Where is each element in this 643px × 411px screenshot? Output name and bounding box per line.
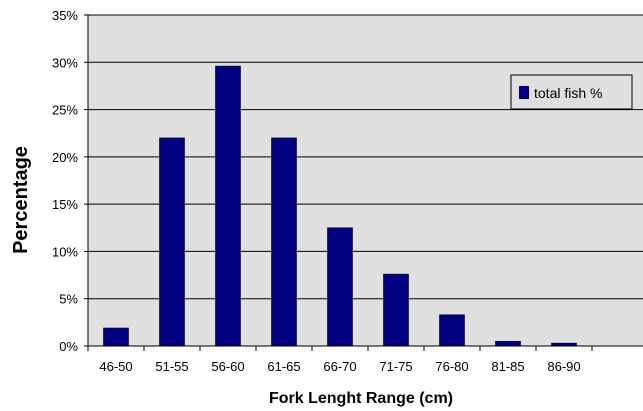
bar-46-50 [103, 327, 129, 347]
x-tick-label: 81-85 [491, 359, 524, 374]
bar-76-80 [439, 314, 465, 347]
y-tick-label: 25% [52, 103, 78, 118]
y-tick-label: 5% [59, 292, 78, 307]
y-tick-label: 30% [52, 55, 78, 70]
x-ticks: 46-50 51-55 56-60 61-65 66-70 71-75 76-80 81-85… [87, 346, 593, 374]
x-tick-label: 76-80 [435, 359, 468, 374]
x-axis-title: Fork Lenght Range (cm) [269, 390, 453, 407]
x-tick-label: 61-65 [267, 359, 300, 374]
legend-box [510, 74, 633, 110]
bar-71-75 [383, 273, 409, 347]
y-tick-label: 0% [59, 339, 78, 354]
x-tick-label: 66-70 [323, 359, 356, 374]
legend-swatch [519, 86, 529, 99]
bars [103, 65, 577, 347]
x-tick-label: 71-75 [379, 359, 412, 374]
legend: total fish % [510, 74, 633, 110]
bar-56-60 [215, 65, 241, 347]
y-tick-label: 15% [52, 197, 78, 212]
x-tick-label: 51-55 [155, 359, 188, 374]
y-tick-label: 10% [52, 244, 78, 259]
y-tick-label: 35% [52, 8, 78, 23]
legend-label: total fish % [534, 85, 602, 101]
bar-51-55 [159, 137, 185, 347]
bar-66-70 [327, 227, 353, 347]
x-tick-label: 46-50 [99, 359, 132, 374]
bar-81-85 [495, 340, 521, 347]
y-axis-title: Percentage [10, 146, 32, 254]
x-tick-label: 86-90 [547, 359, 580, 374]
bar-61-65 [271, 137, 297, 347]
y-ticks: 0% 5% 10% 15% 20% 25% 30% 35% [52, 8, 88, 354]
y-tick-label: 20% [52, 150, 78, 165]
x-tick-label: 56-60 [211, 359, 244, 374]
